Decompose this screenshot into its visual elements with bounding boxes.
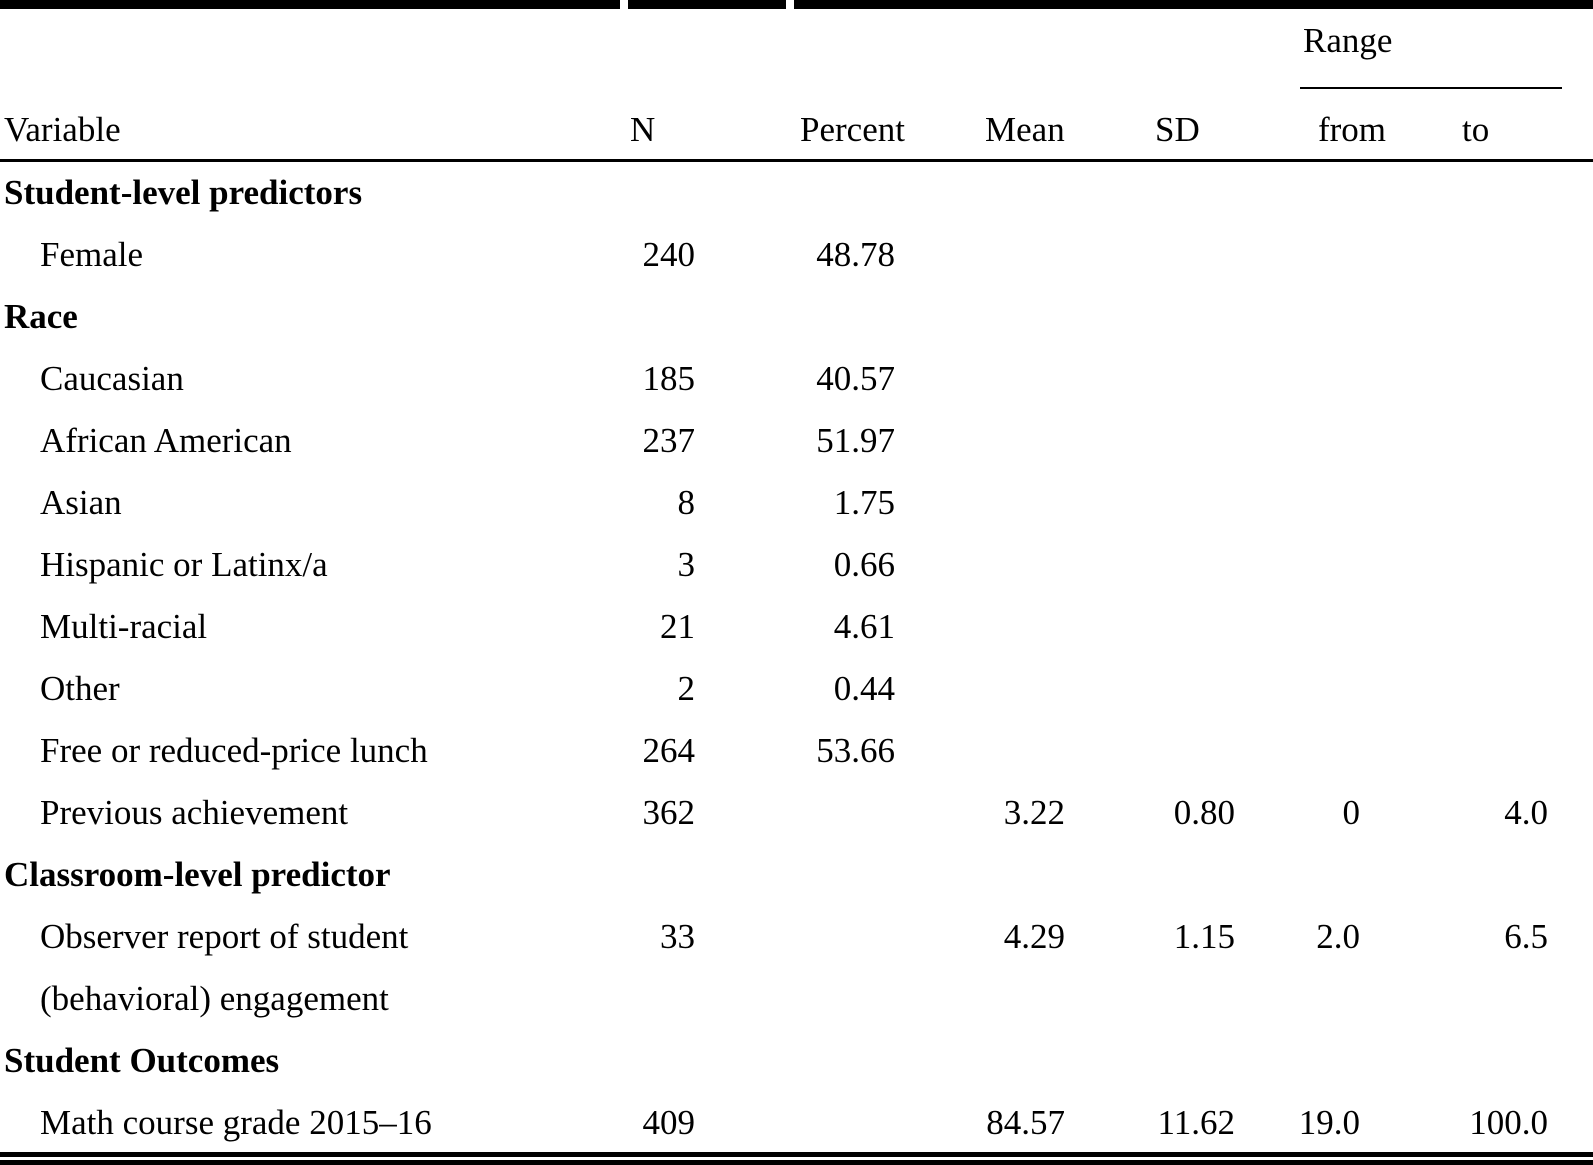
cell-from: 0: [1342, 793, 1361, 832]
table-body: Student-level predictors Female 240 48.78 Ra…: [0, 162, 1560, 1154]
row-label: Student-level predictors: [4, 173, 363, 212]
cell-percent: 0.44: [833, 669, 895, 708]
row-label: Multi-racial: [40, 607, 208, 646]
cell-from: 2.0: [1316, 917, 1360, 956]
table-row: Multi-racial 21 4.61: [0, 596, 1560, 658]
top-rule-segment: [628, 0, 786, 9]
table-row: Student-level predictors: [0, 162, 1560, 224]
cell-mean: 3.22: [1003, 793, 1065, 832]
table-row: Student Outcomes: [0, 1030, 1560, 1092]
cell-percent: 48.78: [816, 235, 895, 274]
row-label: Asian: [40, 483, 122, 522]
cell-n: 237: [642, 421, 696, 460]
cell-n: 2: [677, 669, 696, 708]
bottom-rule-line: [0, 1152, 1593, 1157]
cell-percent: 1.75: [833, 483, 895, 522]
bottom-rule-line: [0, 1160, 1593, 1165]
range-underline: [1300, 87, 1562, 89]
table-row: Female 240 48.78: [0, 224, 1560, 286]
cell-from: 19.0: [1298, 1103, 1360, 1142]
cell-sd: 0.80: [1173, 793, 1235, 832]
top-rule-gap: [620, 0, 628, 9]
table-row: Asian 8 1.75: [0, 472, 1560, 534]
row-label: Previous achievement: [40, 793, 349, 832]
col-header-variable: Variable: [4, 110, 121, 149]
cell-n: 21: [660, 607, 695, 646]
col-header-range: Range: [1303, 21, 1393, 60]
col-header-from: from: [1318, 110, 1387, 149]
top-rule-segment: [0, 0, 620, 9]
cell-n: 3: [677, 545, 696, 584]
cell-sd: 1.15: [1173, 917, 1235, 956]
cell-n: 33: [660, 917, 695, 956]
cell-percent: 0.66: [833, 545, 895, 584]
cell-to: 100.0: [1469, 1103, 1548, 1142]
row-label: Caucasian: [40, 359, 184, 398]
cell-n: 8: [677, 483, 696, 522]
row-label: Race: [4, 297, 78, 336]
table-row: Other 2 0.44: [0, 658, 1560, 720]
bottom-rule-gap: [0, 1157, 1593, 1160]
top-rule-gap: [786, 0, 794, 9]
cell-percent: 51.97: [816, 421, 895, 460]
row-label: Female: [40, 235, 144, 274]
row-label: Classroom-level predictor: [4, 855, 391, 894]
table-row: Previous achievement 362 3.22 0.80 0 4.0: [0, 782, 1560, 844]
row-label: Other: [40, 669, 120, 708]
table-row: African American 237 51.97: [0, 410, 1560, 472]
cell-percent: 4.61: [833, 607, 895, 646]
row-label: African American: [40, 421, 292, 460]
row-label: Free or reduced-price lunch: [40, 731, 428, 770]
table-row: Race: [0, 286, 1560, 348]
row-label: Observer report of student (behavioral) …: [40, 917, 409, 1018]
table-row: Math course grade 2015–16 409 84.57 11.62 19…: [0, 1092, 1560, 1154]
top-rule-segment: [794, 0, 1593, 9]
cell-to: 6.5: [1504, 917, 1548, 956]
table-row: Hispanic or Latinx/a 3 0.66: [0, 534, 1560, 596]
cell-percent: 53.66: [816, 731, 895, 770]
cell-sd: 11.62: [1157, 1103, 1235, 1142]
header-row: Variable N Percent Mean SD from to: [0, 112, 1560, 147]
table-header: Range Variable N Percent Mean SD from to: [0, 9, 1593, 159]
table-row: Caucasian 185 40.57: [0, 348, 1560, 410]
table-top-rule: [0, 0, 1593, 9]
table-bottom-rule: [0, 1152, 1593, 1165]
cell-n: 264: [642, 731, 696, 770]
row-label: Student Outcomes: [4, 1041, 280, 1080]
col-header-n: N: [630, 110, 656, 149]
table-row: Free or reduced-price lunch 264 53.66: [0, 720, 1560, 782]
col-header-mean: Mean: [985, 110, 1065, 149]
cell-n: 240: [642, 235, 696, 274]
cell-n: 185: [642, 359, 696, 398]
table-row: Classroom-level predictor: [0, 844, 1560, 906]
cell-mean: 4.29: [1003, 917, 1065, 956]
header-rule: [0, 159, 1593, 162]
cell-mean: 84.57: [986, 1103, 1065, 1142]
col-header-to: to: [1462, 110, 1490, 149]
cell-percent: 40.57: [816, 359, 895, 398]
cell-n: 362: [642, 793, 696, 832]
table-row: Observer report of student (behavioral) …: [0, 906, 1560, 1030]
col-header-sd: SD: [1155, 110, 1200, 149]
col-header-percent: Percent: [800, 110, 905, 149]
row-label: Hispanic or Latinx/a: [40, 545, 328, 584]
cell-n: 409: [642, 1103, 696, 1142]
cell-to: 4.0: [1504, 793, 1548, 832]
row-label: Math course grade 2015–16: [40, 1103, 432, 1142]
